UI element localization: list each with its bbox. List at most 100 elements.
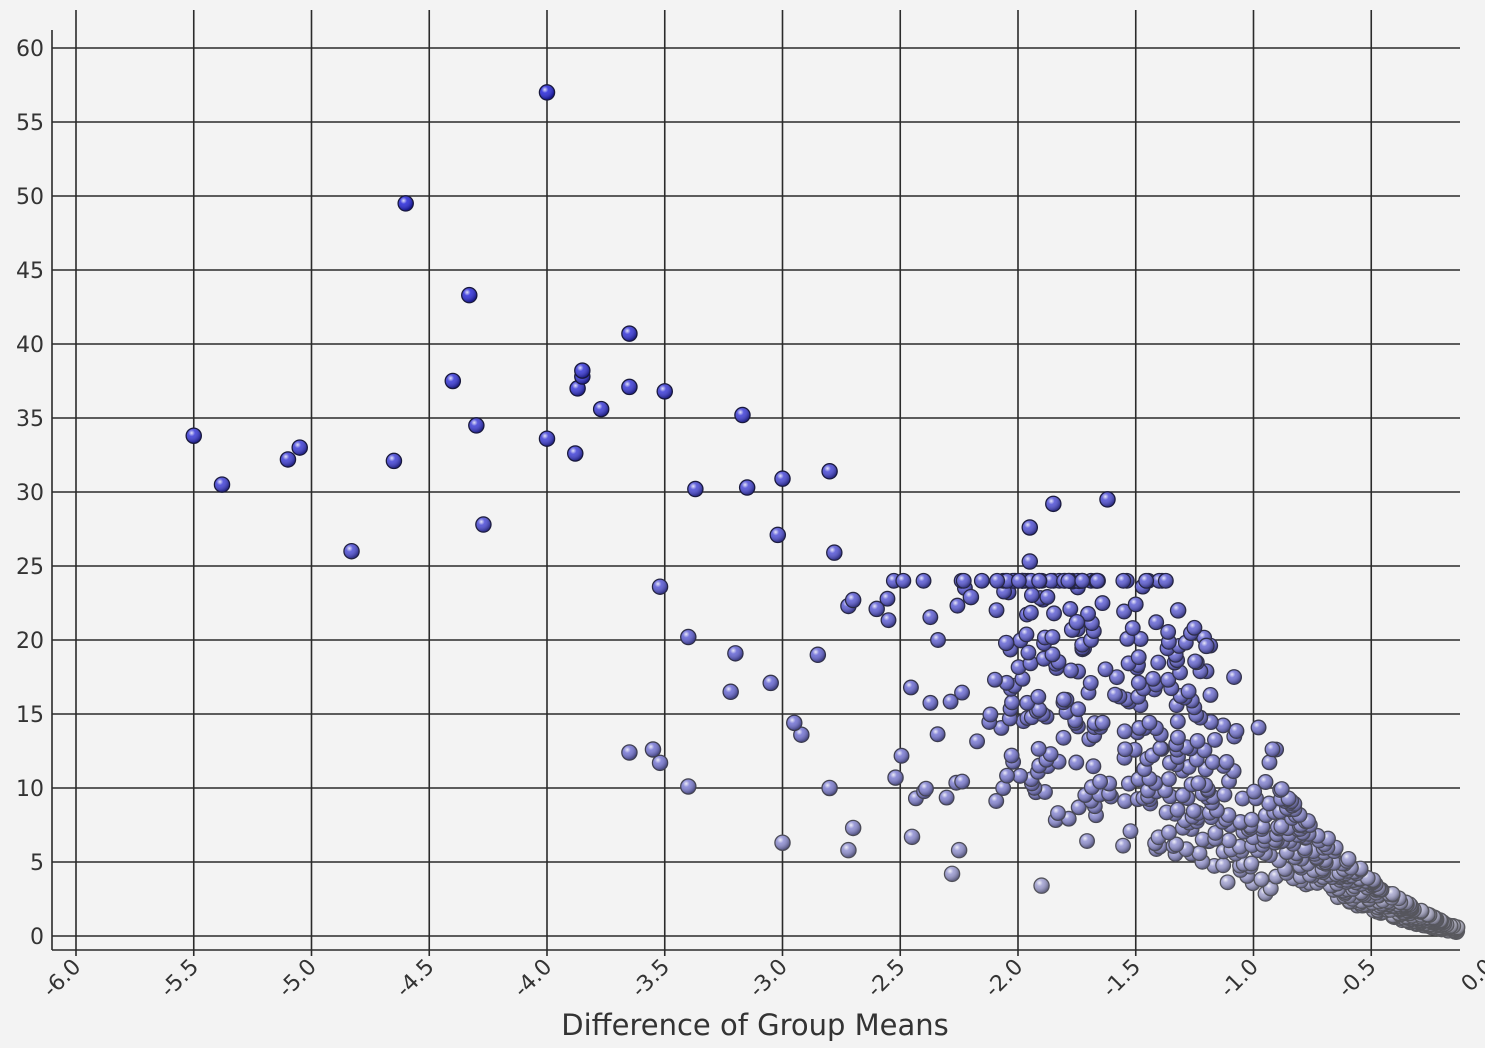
x-tick-label: -2.0: [980, 955, 1028, 1003]
data-point: [887, 769, 904, 786]
data-point: [821, 463, 838, 480]
data-point: [1068, 754, 1085, 771]
data-point: [1127, 596, 1144, 613]
data-point: [1117, 793, 1134, 810]
data-point: [844, 819, 862, 837]
data-point: [1300, 813, 1317, 829]
data-point: [955, 572, 972, 589]
data-point: [185, 427, 202, 445]
x-tick-label: -6.0: [38, 955, 86, 1003]
y-axis-ticks: 0 5 10 15 20 25 30 35 40 45 50 55 60: [16, 37, 44, 950]
data-point: [1168, 836, 1185, 853]
data-point: [680, 628, 697, 646]
data-point: [950, 841, 968, 859]
data-point: [1152, 740, 1169, 757]
data-point: [918, 780, 934, 797]
data-point: [840, 841, 857, 859]
data-point: [1218, 754, 1235, 770]
data-point: [962, 588, 980, 606]
data-point: [1039, 589, 1056, 605]
data-point: [1138, 572, 1155, 589]
data-point: [1074, 572, 1091, 589]
data-point: [1094, 595, 1111, 612]
data-point: [1169, 713, 1186, 730]
data-point: [1080, 605, 1096, 622]
data-point: [574, 362, 591, 379]
data-point: [343, 542, 360, 560]
data-point: [1044, 646, 1061, 663]
data-point: [1160, 624, 1177, 640]
data-point: [1031, 701, 1048, 718]
data-point: [1185, 803, 1202, 819]
data-point: [538, 430, 556, 447]
data-point: [1070, 799, 1087, 816]
data-point: [1169, 729, 1186, 746]
data-point: [727, 645, 744, 662]
data-point: [1014, 670, 1031, 687]
data-point: [538, 84, 556, 101]
data-point: [954, 684, 970, 701]
data-point: [1063, 662, 1079, 679]
data-point: [734, 406, 751, 424]
data-point: [1130, 674, 1147, 691]
data-point: [738, 479, 756, 496]
data-point: [1186, 619, 1203, 636]
data-point: [1207, 731, 1223, 748]
data-point: [762, 674, 779, 692]
data-point: [1228, 723, 1245, 739]
data-point: [986, 671, 1003, 688]
data-point: [1194, 831, 1211, 848]
data-point: [1097, 661, 1114, 678]
data-point: [644, 741, 662, 758]
x-tick-label: 0.0: [1457, 955, 1485, 997]
data-point: [1023, 587, 1040, 604]
data-point: [279, 451, 297, 468]
data-point: [1055, 691, 1072, 708]
data-point: [1124, 620, 1141, 637]
data-point: [651, 754, 669, 772]
data-point: [1085, 758, 1102, 775]
data-point: [468, 417, 485, 434]
data-point: [1030, 740, 1047, 757]
data-point: [938, 789, 955, 806]
data-point: [826, 544, 843, 561]
y-tick-label: 20: [16, 629, 44, 654]
y-tick-label: 15: [16, 703, 44, 728]
y-tick-label: 50: [16, 185, 44, 210]
data-point: [769, 526, 787, 544]
data-point: [954, 773, 971, 790]
data-point: [1122, 823, 1139, 840]
data-point: [1116, 603, 1133, 620]
data-point: [1055, 729, 1072, 746]
data-point: [1189, 733, 1206, 749]
data-point: [1108, 669, 1125, 686]
data-point: [1141, 714, 1158, 731]
y-tick-label: 0: [30, 925, 44, 950]
y-tick-label: 60: [16, 37, 44, 62]
x-axis-ticks: -6.0 -5.5 -5.0 -4.5 -4.0 -3.5 -3.0 -2.5 -2.0 -1.5…: [38, 955, 1485, 1003]
data-point: [1010, 659, 1027, 676]
data-point: [461, 286, 478, 304]
data-point: [879, 590, 896, 607]
data-point: [993, 720, 1010, 736]
data-point: [1070, 701, 1087, 718]
data-point: [809, 646, 827, 664]
data-point: [988, 793, 1005, 809]
data-point: [902, 679, 919, 696]
data-point: [821, 779, 838, 797]
data-point: [1202, 687, 1219, 703]
data-point: [1003, 747, 1020, 764]
background-points: [879, 572, 1466, 941]
data-point: [397, 195, 414, 212]
y-tick-label: 25: [16, 555, 44, 580]
data-point: [1045, 495, 1062, 513]
data-point: [1234, 790, 1251, 807]
data-point: [1243, 855, 1260, 872]
x-tick-label: -4.5: [391, 955, 439, 1003]
data-point: [1107, 686, 1123, 703]
data-point: [1120, 655, 1137, 672]
data-point: [949, 597, 966, 614]
data-point: [942, 693, 959, 710]
x-tick-label: -2.5: [862, 955, 910, 1003]
data-point: [1068, 613, 1086, 631]
